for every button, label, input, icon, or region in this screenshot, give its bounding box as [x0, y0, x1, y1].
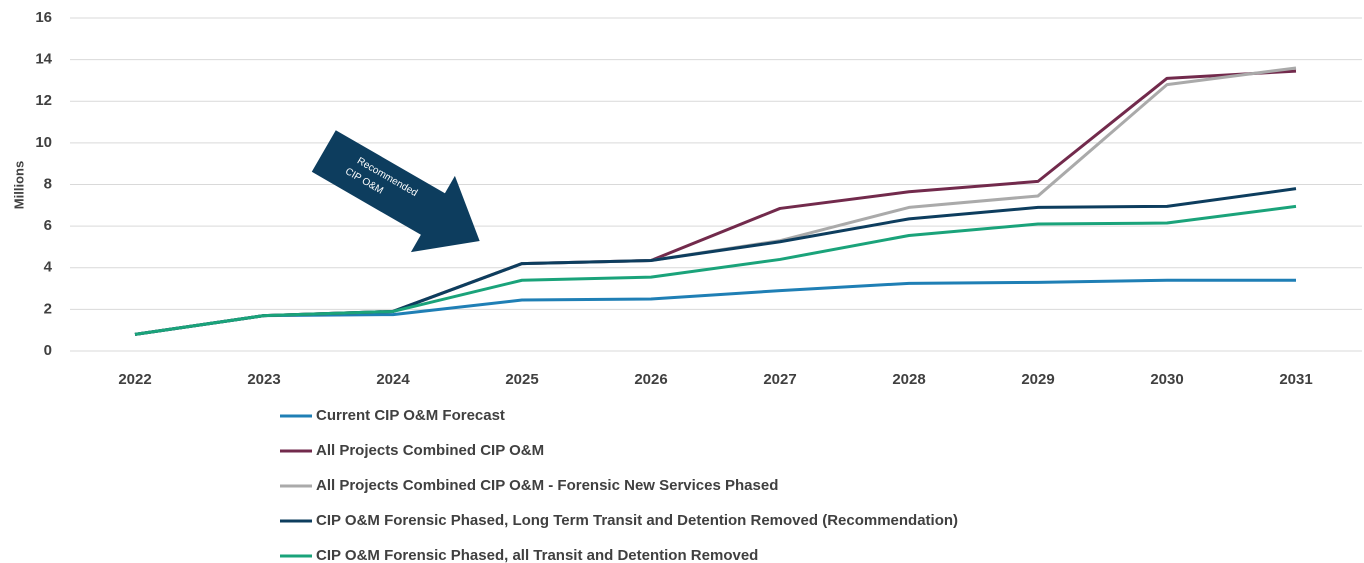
legend-label: CIP O&M Forensic Phased, Long Term Trans… [316, 512, 958, 529]
series-line [134, 278, 1296, 336]
x-tick-label: 2026 [634, 371, 667, 388]
y-tick-label: 4 [44, 259, 53, 276]
x-tick-label: 2027 [763, 371, 796, 388]
series-line [134, 204, 1297, 336]
arrow-shape [311, 130, 480, 253]
legend-label: CIP O&M Forensic Phased, all Transit and… [316, 547, 758, 563]
y-tick-label: 8 [44, 175, 52, 192]
x-tick-label: 2022 [118, 371, 151, 388]
y-tick-label: 2 [44, 300, 52, 317]
y-tick-label: 14 [35, 51, 52, 68]
series-line [134, 187, 1297, 336]
x-tick-label: 2025 [505, 371, 538, 388]
y-tick-label: 0 [44, 342, 52, 359]
x-tick-label: 2028 [892, 371, 925, 388]
legend-label: All Projects Combined CIP O&M - Forensic… [316, 477, 778, 494]
y-tick-label: 10 [35, 134, 52, 151]
y-tick-label: 16 [35, 9, 52, 26]
y-tick-label: 6 [44, 217, 52, 234]
legend-label: All Projects Combined CIP O&M [316, 442, 544, 459]
y-tick-label: 12 [35, 92, 52, 109]
x-tick-label: 2024 [376, 371, 410, 388]
plot: 0 2 4 6 8 10 12 14 16 2022 2023 2024 2025 2026 2027 202… [35, 9, 1362, 563]
x-tick-label: 2031 [1279, 371, 1312, 388]
legend-label: Current CIP O&M Forecast [316, 407, 505, 424]
y-axis-label: Millions [11, 161, 26, 209]
annotation-arrow: Recommended CIP O&M [311, 130, 480, 253]
x-tick-label: 2030 [1150, 371, 1183, 388]
x-tick-label: 2023 [247, 371, 280, 388]
x-tick-label: 2029 [1021, 371, 1054, 388]
